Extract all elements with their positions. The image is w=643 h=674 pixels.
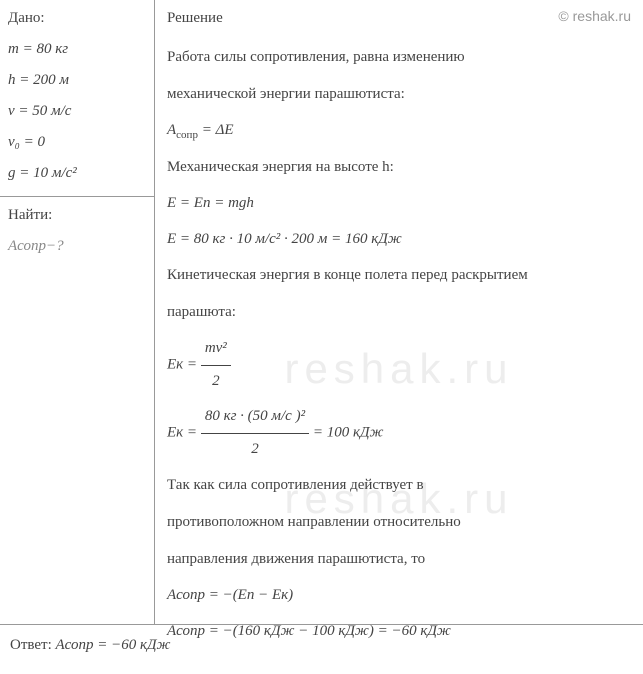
solution-text: Работа силы сопротивления, равна изменен… [167, 41, 631, 74]
solution-text: парашюта: [167, 296, 631, 329]
formula: Eк = 80 кг · (50 м/с )² 2 = 100 кДж [167, 401, 631, 465]
given-line: h = 200 м [8, 72, 146, 89]
formula: Aсопр = −(Eп − Eк) [167, 580, 631, 612]
given-line: v₀ = 0 [8, 134, 146, 151]
fraction: mv² 2 [201, 333, 231, 397]
formula: Aсопр = ΔE [167, 115, 631, 147]
answer-label: Ответ: [10, 637, 56, 653]
formula: Aсопр = −(160 кДж − 100 кДж) = −60 кДж [167, 616, 631, 648]
main-container: Дано: m = 80 кг h = 200 м v = 50 м/с v₀ … [0, 0, 643, 625]
solution-text: противоположном направлении относительно [167, 506, 631, 539]
given-line: g = 10 м/с² [8, 165, 146, 182]
divider [0, 196, 154, 197]
formula: Eк = mv² 2 [167, 333, 631, 397]
solution-text: Механическая энергия на высоте h: [167, 151, 631, 184]
answer-value: Aсопр = −60 кДж [56, 637, 171, 653]
given-header: Дано: [8, 10, 146, 27]
given-line: v = 50 м/с [8, 103, 146, 120]
formula: E = 80 кг · 10 м/с² · 200 м = 160 кДж [167, 224, 631, 256]
find-label: Найти: [8, 207, 146, 224]
formula: E = Eп = mgh [167, 188, 631, 220]
watermark-text: © reshak.ru [558, 8, 631, 24]
fraction: 80 кг · (50 м/с )² 2 [201, 401, 309, 465]
solution-column: © reshak.ru reshak.ru reshak.ru Решение … [155, 0, 643, 624]
find-value: Aсопр−? [8, 238, 146, 255]
given-line: m = 80 кг [8, 41, 146, 58]
given-column: Дано: m = 80 кг h = 200 м v = 50 м/с v₀ … [0, 0, 155, 624]
solution-text: направления движения парашютиста, то [167, 543, 631, 576]
solution-text: Так как сила сопротивления действует в [167, 469, 631, 502]
solution-text: Кинетическая энергия в конце полета пере… [167, 259, 631, 292]
solution-text: механической энергии парашютиста: [167, 78, 631, 111]
